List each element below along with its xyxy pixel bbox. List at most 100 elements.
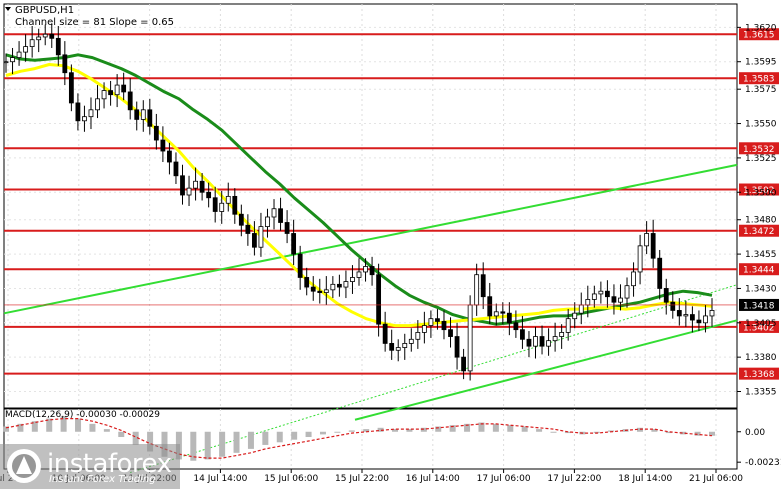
moving-average-slow <box>5 63 713 328</box>
menu-arrow-icon <box>5 7 11 11</box>
candle-body <box>605 290 610 298</box>
candle-body <box>585 299 591 306</box>
x-tick-label: 15 Jul 06:00 <box>264 474 318 484</box>
candle-body <box>402 343 408 348</box>
candle-body <box>526 338 532 347</box>
x-tick-label: 16 Jul 14:00 <box>406 474 460 484</box>
candle-body <box>88 109 94 118</box>
candle-body <box>284 222 290 234</box>
macd-bar <box>406 429 413 432</box>
candle-body <box>82 116 87 122</box>
candle-body <box>624 285 630 299</box>
x-tick-label: 18 Jul 14:00 <box>618 474 672 484</box>
macd-bar <box>334 431 341 433</box>
candle-body <box>180 175 185 196</box>
candle-body <box>618 297 623 303</box>
candle-body <box>395 347 401 351</box>
candle-body <box>487 296 493 317</box>
candle-body <box>500 311 506 314</box>
candle-body <box>565 318 571 333</box>
macd-bar <box>694 431 701 436</box>
macd-signal-line <box>5 418 713 459</box>
candle-body <box>258 226 264 248</box>
candle-body <box>572 312 578 320</box>
level-label: 1.3583 <box>743 75 775 85</box>
candle-body <box>212 197 218 212</box>
candle-body <box>435 318 440 322</box>
candle-body <box>317 290 323 293</box>
candle-body <box>448 329 453 337</box>
macd-bar <box>190 431 197 461</box>
macd-bar <box>46 418 53 432</box>
y-tick-label: 1.3620 <box>745 23 777 33</box>
y-tick-label: 1.3575 <box>745 85 777 95</box>
candle-body <box>62 54 68 74</box>
candle-body <box>421 325 427 333</box>
channel-info: Channel size = 81 Slope = 0.65 <box>15 17 175 28</box>
channel-upper <box>3 163 738 315</box>
y-tick-label: 1.3500 <box>745 188 777 198</box>
candle-body <box>552 336 558 342</box>
candle-body <box>199 180 205 193</box>
y-tick-label: 1.3550 <box>745 120 777 130</box>
candle-body <box>461 356 466 372</box>
macd-bar <box>550 431 557 433</box>
brand-name: instaforex <box>47 449 172 479</box>
macd-bar <box>478 422 485 432</box>
candle-body <box>16 51 22 58</box>
candle-body <box>343 281 349 288</box>
macd-bar <box>709 431 715 436</box>
candle-body <box>297 253 303 278</box>
level-label-box <box>739 183 779 196</box>
candle-body <box>657 257 663 289</box>
candle-body <box>75 102 81 122</box>
candle-body <box>454 336 460 358</box>
level-label: 1.3502 <box>743 186 775 196</box>
macd-bar <box>319 431 326 435</box>
level-label-box <box>739 224 779 237</box>
macd-bar <box>247 431 254 449</box>
level-label: 1.3444 <box>743 266 775 276</box>
candle-body <box>278 208 283 223</box>
moving-average-fast <box>5 53 713 326</box>
chart-symbol-label: GBPUSD,H1 <box>15 5 75 16</box>
candle-body <box>506 312 512 324</box>
channel-mid <box>129 284 738 474</box>
moving-averages <box>5 53 713 328</box>
candle-body <box>323 289 329 293</box>
candles <box>3 23 715 381</box>
candle-body <box>480 274 486 298</box>
candle-body <box>474 274 480 306</box>
candle-body <box>10 57 15 63</box>
macd-bar <box>449 425 456 432</box>
level-label: 1.3532 <box>743 145 775 155</box>
candle-body <box>382 323 388 344</box>
candle-body <box>186 187 192 196</box>
x-tick-label: 21 Jul 06:00 <box>689 474 743 484</box>
macd-bar <box>233 431 240 453</box>
macd-bar <box>305 431 312 438</box>
macd-bar <box>363 429 370 432</box>
y-tick-label: 1.3480 <box>745 216 777 226</box>
candle-body <box>134 109 140 120</box>
candle-body <box>441 321 447 331</box>
candle-body <box>95 98 100 111</box>
y-tick-label: 1.3405 <box>745 319 777 329</box>
candle-body <box>559 332 565 337</box>
x-tick-label: 14 Jul 14:00 <box>193 474 247 484</box>
candle-body <box>101 90 107 100</box>
candle-body <box>363 266 368 273</box>
macd-bar <box>147 431 154 452</box>
y-tick-label: 1.3595 <box>745 58 777 68</box>
candle-body <box>291 233 297 255</box>
candle-body <box>310 286 316 292</box>
candle-body <box>598 290 604 295</box>
candle-body <box>36 36 42 41</box>
candle-body <box>127 91 133 111</box>
level-label-box <box>739 28 779 41</box>
level-label-box <box>739 320 779 333</box>
grid <box>3 3 738 470</box>
x-tick-label: 17 Jul 06:00 <box>477 474 531 484</box>
logo-emblem-mark <box>16 456 32 474</box>
macd-panel: 0.00 -0.00231 <box>3 415 781 468</box>
